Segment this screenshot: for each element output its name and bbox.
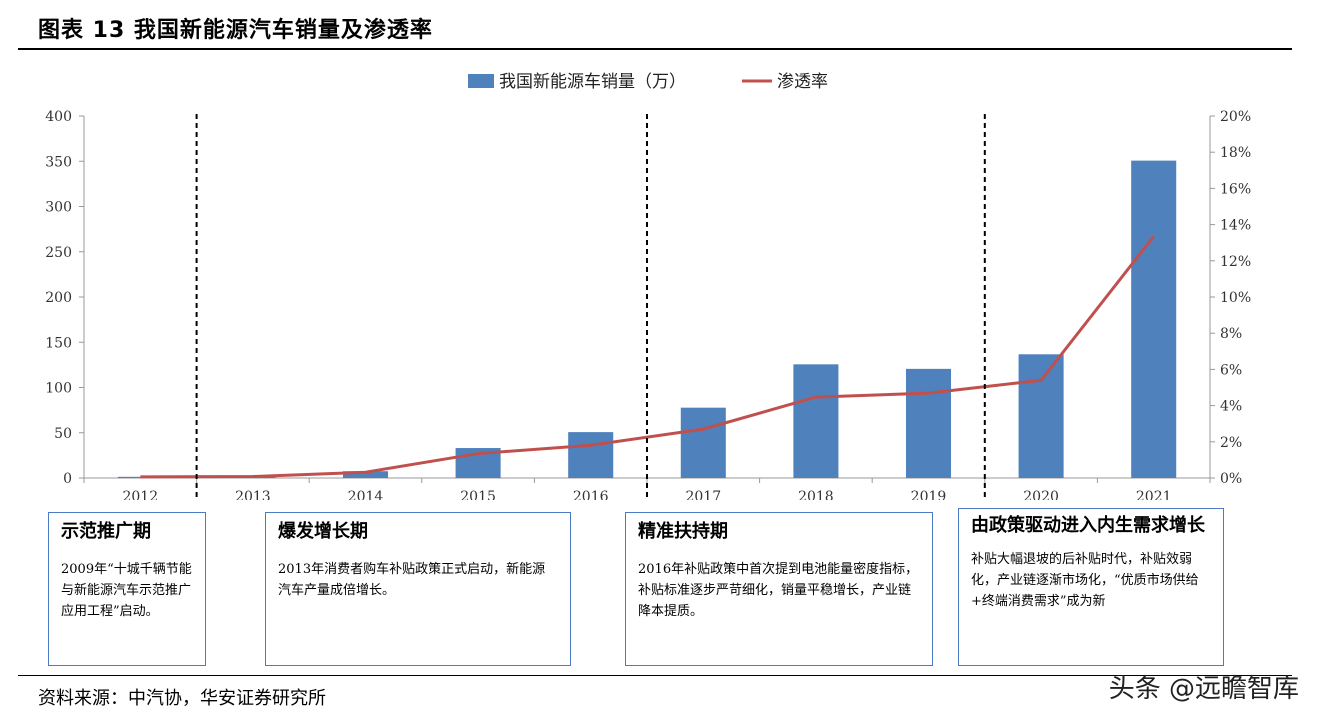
phase-title: 示范推广期 bbox=[61, 521, 151, 542]
source-note: 资料来源：中汽协，华安证券研究所 bbox=[38, 688, 326, 709]
phase-text: 2016年补贴政策中首次提到电池能量密度指标，补贴标准逐步严苛细化，销量平稳增长… bbox=[638, 562, 919, 619]
right-tick-label: 18% bbox=[1220, 145, 1251, 161]
sales-bar bbox=[680, 407, 726, 478]
legend-label-penetration: 渗透率 bbox=[777, 72, 828, 92]
x-tick-label: 2014 bbox=[348, 489, 384, 500]
x-tick-label: 2021 bbox=[1136, 489, 1172, 500]
left-tick-label: 0 bbox=[63, 471, 72, 487]
right-tick-label: 8% bbox=[1220, 326, 1242, 342]
x-tick-label: 2018 bbox=[798, 489, 834, 500]
phase-text: 2009年“十城千辆节能与新能源汽车示范推广应用工程”启动。 bbox=[61, 562, 192, 619]
phase-title: 爆发增长期 bbox=[278, 521, 368, 542]
left-tick-label: 200 bbox=[45, 290, 72, 306]
sales-bar bbox=[793, 364, 839, 478]
right-tick-label: 14% bbox=[1220, 218, 1251, 234]
right-tick-label: 10% bbox=[1220, 290, 1251, 306]
title-rule bbox=[18, 48, 1292, 50]
sales-bar bbox=[568, 432, 614, 478]
x-tick-label: 2020 bbox=[1023, 489, 1059, 500]
phase-title: 由政策驱动进入内生需求增长 bbox=[971, 515, 1205, 536]
watermark: 头条 @远瞻智库 bbox=[1108, 674, 1299, 704]
legend-label-sales: 我国新能源车销量（万） bbox=[499, 72, 686, 92]
figure-title: 图表 13 我国新能源汽车销量及渗透率 bbox=[38, 18, 433, 43]
right-tick-label: 4% bbox=[1220, 399, 1242, 415]
sales-bar bbox=[1131, 160, 1177, 478]
sales-bar bbox=[342, 471, 389, 478]
right-tick-label: 20% bbox=[1220, 109, 1251, 125]
x-tick-label: 2016 bbox=[573, 489, 609, 500]
left-tick-label: 250 bbox=[45, 245, 72, 261]
sales-bar bbox=[1018, 354, 1064, 478]
left-tick-label: 350 bbox=[45, 154, 72, 170]
phase-box-demonstration: 示范推广期 2009年“十城千辆节能与新能源汽车示范推广应用工程”启动。 bbox=[48, 512, 206, 666]
phase-title: 精准扶持期 bbox=[638, 521, 728, 542]
sales-bar bbox=[905, 368, 952, 478]
x-tick-label: 2019 bbox=[911, 489, 947, 500]
right-tick-label: 6% bbox=[1220, 362, 1242, 378]
right-tick-label: 16% bbox=[1220, 181, 1251, 197]
phase-text: 补贴大幅退坡的后补贴时代，补贴效弱化，产业链逐渐市场化，“优质市场供给+终端消费… bbox=[971, 552, 1199, 609]
right-tick-label: 12% bbox=[1220, 254, 1251, 270]
phase-box-precise-support: 精准扶持期 2016年补贴政策中首次提到电池能量密度指标，补贴标准逐步严苛细化，… bbox=[625, 512, 933, 666]
left-tick-label: 50 bbox=[54, 426, 72, 442]
right-tick-label: 2% bbox=[1220, 435, 1242, 451]
x-tick-label: 2013 bbox=[235, 489, 271, 500]
phase-box-endogenous-demand: 由政策驱动进入内生需求增长 补贴大幅退坡的后补贴时代，补贴效弱化，产业链逐渐市场… bbox=[958, 508, 1224, 666]
phase-box-explosive-growth: 爆发增长期 2013年消费者购车补贴政策正式启动，新能源汽车产量成倍增长。 bbox=[265, 512, 571, 666]
sales-bar bbox=[117, 476, 163, 478]
left-tick-label: 100 bbox=[45, 381, 72, 397]
right-tick-label: 0% bbox=[1220, 471, 1242, 487]
phase-text: 2013年消费者购车补贴政策正式启动，新能源汽车产量成倍增长。 bbox=[278, 562, 546, 598]
sales-penetration-chart: 0 50 100 150 200 250 300 350 400 0% 2% 4% 6% 8% 10% 12%… bbox=[45, 72, 1251, 500]
left-tick-label: 150 bbox=[45, 335, 72, 351]
source-rule bbox=[18, 675, 1292, 676]
legend-swatch-sales bbox=[468, 74, 494, 88]
left-tick-label: 400 bbox=[45, 109, 72, 125]
left-tick-label: 300 bbox=[45, 200, 72, 216]
x-tick-label: 2017 bbox=[685, 489, 721, 500]
x-tick-label: 2015 bbox=[460, 489, 496, 500]
x-tick-label: 2012 bbox=[122, 489, 158, 500]
